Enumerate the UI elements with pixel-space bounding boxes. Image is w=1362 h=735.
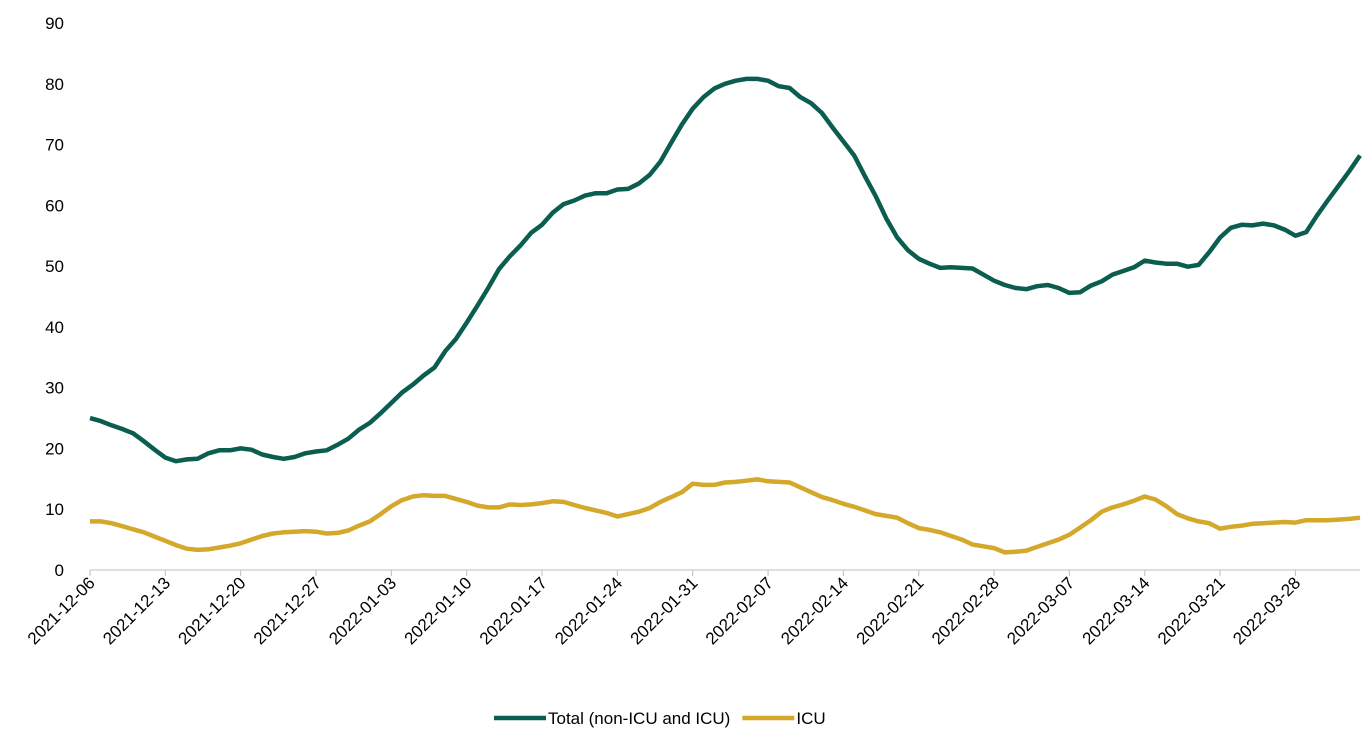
x-tick-label: 2022-03-14 bbox=[1079, 573, 1154, 648]
y-tick-label: 80 bbox=[45, 75, 64, 94]
series-line bbox=[90, 477, 1361, 555]
legend-label: ICU bbox=[796, 709, 825, 728]
x-tick-label: 2022-01-24 bbox=[551, 573, 626, 648]
x-tick-label: 2022-01-17 bbox=[476, 573, 551, 648]
x-tick-label: 2022-02-14 bbox=[777, 573, 852, 648]
x-tick-label: 2022-03-07 bbox=[1003, 573, 1078, 648]
x-tick-label: 2021-12-06 bbox=[24, 573, 99, 648]
x-tick-label: 2021-12-20 bbox=[175, 573, 250, 648]
x-tick-label: 2022-03-21 bbox=[1154, 573, 1229, 648]
y-tick-label: 60 bbox=[45, 196, 64, 215]
legend-item: ICU bbox=[742, 709, 826, 728]
x-tick-label: 2022-01-31 bbox=[627, 573, 702, 648]
x-tick-label: 2021-12-13 bbox=[99, 573, 174, 648]
legend-item: Total (non-ICU and ICU) bbox=[494, 709, 730, 728]
x-tick-label: 2022-01-03 bbox=[325, 573, 400, 648]
x-tick-label: 2022-03-28 bbox=[1229, 573, 1304, 648]
y-tick-label: 20 bbox=[45, 439, 64, 458]
y-tick-label: 0 bbox=[55, 561, 64, 580]
y-tick-label: 90 bbox=[45, 14, 64, 33]
y-tick-label: 10 bbox=[45, 500, 64, 519]
x-tick-label: 2021-12-27 bbox=[250, 573, 325, 648]
y-tick-label: 40 bbox=[45, 318, 64, 337]
x-tick-label: 2022-02-28 bbox=[928, 573, 1003, 648]
y-tick-label: 70 bbox=[45, 136, 64, 155]
y-tick-label: 50 bbox=[45, 257, 64, 276]
series-line bbox=[89, 76, 1362, 464]
x-tick-label: 2022-02-21 bbox=[853, 573, 928, 648]
y-tick-label: 30 bbox=[45, 379, 64, 398]
legend-label: Total (non-ICU and ICU) bbox=[548, 709, 730, 728]
x-tick-label: 2022-02-07 bbox=[702, 573, 777, 648]
x-tick-label: 2022-01-10 bbox=[401, 573, 476, 648]
